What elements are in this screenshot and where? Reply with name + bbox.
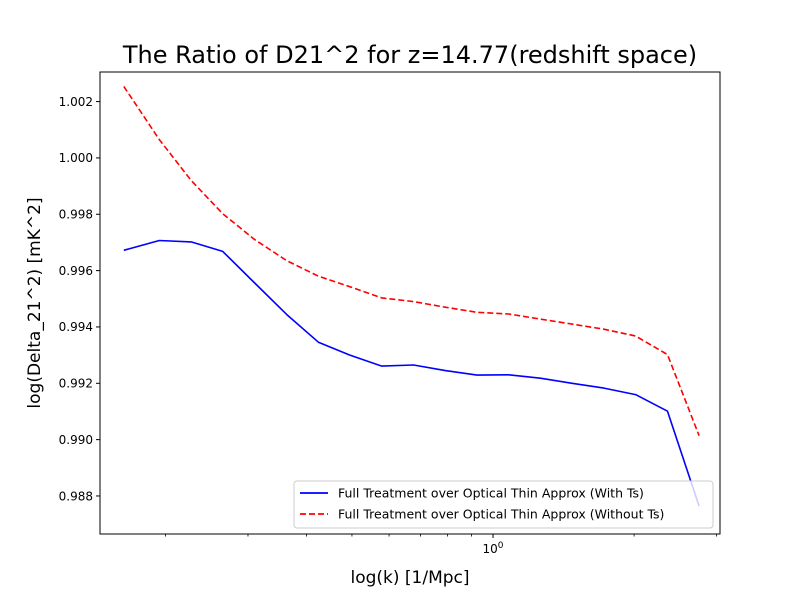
x-axis: 100 bbox=[165, 534, 718, 556]
series-layer bbox=[123, 85, 700, 507]
legend-box bbox=[293, 480, 714, 529]
chart-title: The Ratio of D21^2 for z=14.77(redshift … bbox=[122, 41, 697, 69]
y-tick-label: 0.990 bbox=[59, 433, 93, 447]
legend: Full Treatment over Optical Thin Approx … bbox=[293, 480, 714, 529]
series-line-0 bbox=[123, 239, 700, 507]
x-tick-label: 100 bbox=[483, 541, 504, 556]
legend-label-with-ts: Full Treatment over Optical Thin Approx … bbox=[338, 486, 644, 501]
plot-area bbox=[100, 72, 720, 534]
y-axis-label: log(Delta_21^2) [mK^2] bbox=[25, 197, 45, 408]
y-tick-label: 0.998 bbox=[59, 208, 93, 222]
y-axis: 0.988 0.990 0.992 0.994 0.996 0.998 1.000 1.002 bbox=[59, 95, 100, 503]
plot-frame bbox=[99, 71, 721, 535]
x-axis-label: log(k) [1/Mpc] bbox=[350, 568, 469, 588]
y-tick-label: 0.994 bbox=[59, 320, 93, 334]
y-tick-label: 0.992 bbox=[59, 377, 93, 391]
y-tick-label: 1.000 bbox=[59, 151, 93, 165]
y-tick-label: 1.002 bbox=[59, 95, 93, 109]
series-line-1 bbox=[123, 85, 700, 436]
legend-label-without-ts: Full Treatment over Optical Thin Approx … bbox=[338, 507, 664, 522]
y-tick-label: 0.996 bbox=[59, 264, 93, 278]
y-tick-label: 0.988 bbox=[59, 489, 93, 503]
